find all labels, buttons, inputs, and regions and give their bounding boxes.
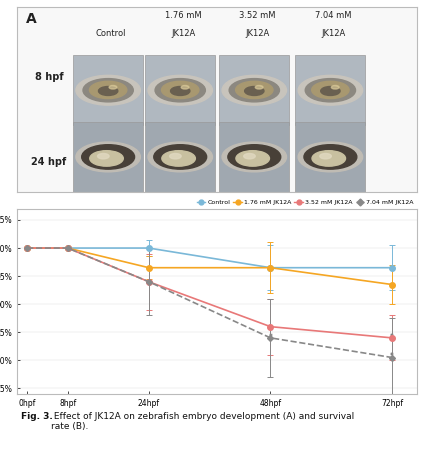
Bar [73, 55, 143, 125]
Text: Fig. 3.: Fig. 3. [21, 412, 53, 420]
Text: 8 hpf: 8 hpf [35, 72, 63, 82]
Circle shape [82, 145, 135, 169]
Circle shape [298, 75, 363, 105]
Circle shape [170, 153, 181, 159]
Bar [295, 122, 366, 192]
Circle shape [90, 151, 123, 166]
Circle shape [161, 81, 199, 98]
Text: *: * [268, 333, 272, 343]
Circle shape [321, 87, 340, 95]
Circle shape [89, 81, 127, 98]
Circle shape [228, 145, 281, 169]
Text: JK12A: JK12A [171, 29, 196, 38]
Circle shape [255, 86, 263, 89]
Circle shape [236, 151, 270, 166]
Bar [145, 55, 215, 125]
Text: 1.76 mM: 1.76 mM [165, 11, 201, 20]
Circle shape [148, 75, 213, 105]
Circle shape [162, 151, 196, 166]
Circle shape [170, 87, 190, 95]
Circle shape [148, 142, 213, 172]
Circle shape [312, 151, 345, 166]
Circle shape [244, 153, 255, 159]
Text: 7.04 mM: 7.04 mM [315, 11, 351, 20]
Bar [295, 55, 366, 125]
Circle shape [236, 81, 273, 98]
Circle shape [245, 87, 264, 95]
Circle shape [76, 75, 141, 105]
Circle shape [312, 81, 349, 98]
Circle shape [229, 79, 279, 102]
Circle shape [331, 86, 339, 89]
Text: Control: Control [96, 29, 127, 38]
Bar [73, 122, 143, 192]
Text: *: * [268, 327, 272, 336]
Circle shape [155, 79, 205, 102]
Bar [219, 122, 289, 192]
Text: JK12A: JK12A [321, 29, 345, 38]
Circle shape [76, 142, 141, 172]
Circle shape [98, 87, 118, 95]
Circle shape [305, 79, 356, 102]
Circle shape [154, 145, 207, 169]
Text: *: * [390, 333, 394, 342]
Circle shape [304, 145, 357, 169]
Circle shape [98, 153, 109, 159]
Circle shape [222, 142, 287, 172]
Legend: Control, 1.76 mM JK12A, 3.52 mM JK12A, 7.04 mM JK12A: Control, 1.76 mM JK12A, 3.52 mM JK12A, 7… [196, 199, 414, 206]
Bar [145, 122, 215, 192]
Text: 3.52 mM: 3.52 mM [239, 11, 276, 20]
Text: JK12A: JK12A [245, 29, 269, 38]
Text: *: * [390, 353, 394, 361]
Text: 24 hpf: 24 hpf [32, 158, 67, 168]
Circle shape [222, 75, 287, 105]
Text: A: A [26, 12, 37, 27]
Bar [219, 55, 289, 125]
Circle shape [298, 142, 363, 172]
Circle shape [83, 79, 133, 102]
Text: Effect of JK12A on zebrafish embryo development (A) and survival
rate (B).: Effect of JK12A on zebrafish embryo deve… [51, 412, 354, 431]
Circle shape [181, 86, 189, 89]
Circle shape [320, 153, 331, 159]
Circle shape [109, 86, 117, 89]
